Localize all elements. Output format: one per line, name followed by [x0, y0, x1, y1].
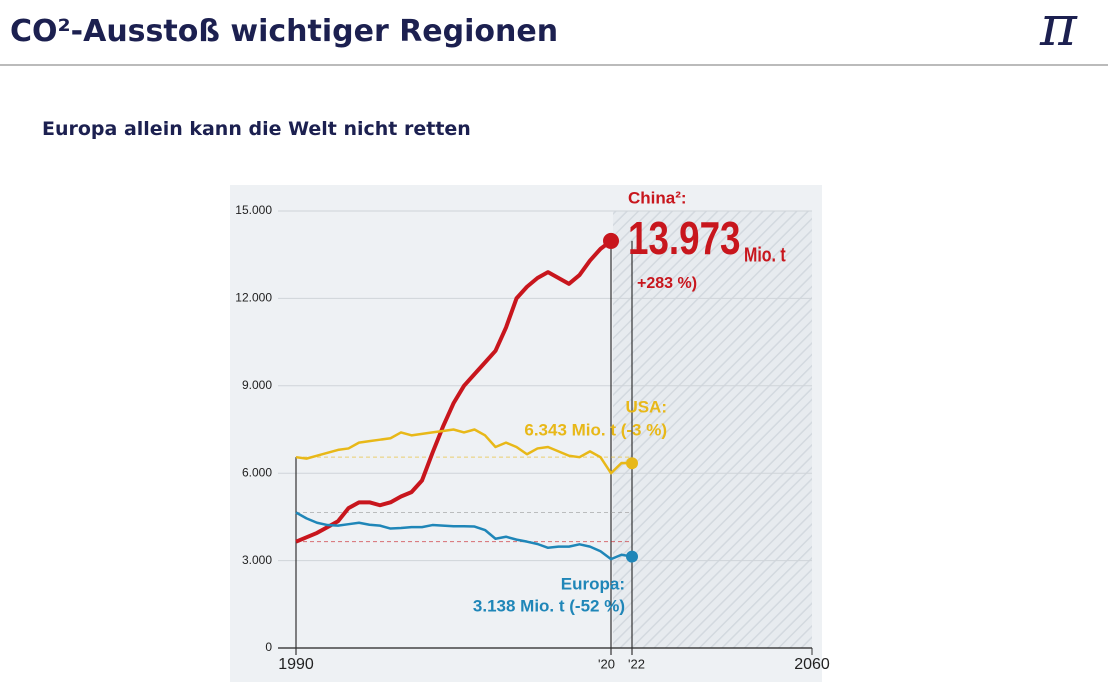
y-tick-label: 12.000 [235, 291, 272, 305]
header-rule [0, 64, 1108, 66]
forecast-area [613, 211, 812, 648]
annotation: 6.343 Mio. t (-3 %) [524, 420, 667, 439]
x-tick-label: '22 [628, 656, 645, 671]
end-point [626, 550, 638, 563]
y-tick-label: 9.000 [242, 378, 272, 392]
annotation: Mio. t [744, 244, 786, 266]
series-line [295, 428, 633, 475]
slide-title: CO²-Ausstoß wichtiger Regionen [10, 14, 559, 49]
legend-label: China²: [628, 188, 687, 207]
end-point [626, 457, 638, 470]
chart-subtitle: Europa allein kann die Welt nicht retten [42, 118, 471, 140]
x-tick-label: '20 [598, 656, 615, 671]
logo: π [1040, 0, 1077, 59]
annotation: 3.138 Mio. t (-52 %) [473, 596, 625, 615]
series-line [295, 511, 633, 561]
y-tick-label: 3.000 [242, 553, 272, 567]
y-tick-label: 6.000 [242, 465, 272, 479]
series-line [295, 239, 613, 544]
annotation: +283 %) [637, 275, 697, 292]
annotation: 13.973 [628, 212, 741, 264]
end-point [603, 232, 619, 249]
x-tick-label: 1990 [278, 656, 314, 673]
y-tick-label: 0 [265, 640, 272, 654]
legend-label: USA: [625, 397, 667, 416]
legend-label: Europa: [561, 574, 625, 593]
y-tick-label: 15.000 [235, 203, 272, 217]
x-tick-label: 2060 [794, 656, 830, 673]
